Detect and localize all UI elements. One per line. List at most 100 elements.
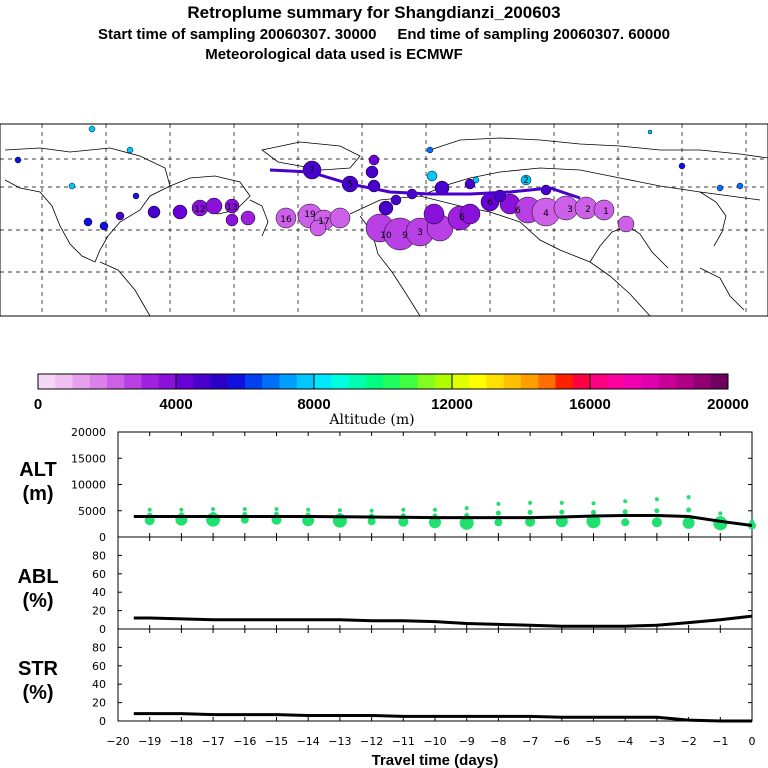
colorbar-swatch: [348, 374, 367, 389]
altitude-scatter-point: [147, 507, 152, 512]
y-tick-label: 60: [92, 568, 106, 581]
altitude-scatter-point: [654, 497, 659, 502]
plume-position-marker: [647, 129, 653, 135]
altitude-scatter-point: [686, 507, 692, 513]
colorbar-swatch: [607, 374, 625, 389]
x-tick-label: −5: [585, 735, 601, 748]
plume-position-marker: [520, 174, 532, 186]
altitude-scatter-point: [682, 516, 695, 529]
colorbar-swatch: [693, 374, 712, 389]
plume-position-marker: [426, 170, 438, 182]
plume-position-marker: [368, 154, 380, 166]
x-tick-label: −1: [712, 735, 728, 748]
series-line-abl: [133, 614, 753, 628]
y-tick-label: 80: [92, 641, 106, 654]
altitude-scatter-point: [433, 507, 437, 512]
x-tick-label: −14: [297, 735, 320, 748]
plume-day-label: 2: [585, 205, 591, 215]
altitude-scatter-point: [211, 507, 216, 512]
coastline-segment: [169, 175, 251, 215]
colorbar-tick-label: 4000: [159, 396, 192, 413]
plume-position-marker: [716, 184, 724, 192]
chart-title: Retroplume summary for Shangdianzi_20060…: [187, 3, 561, 22]
colorbar-swatch: [107, 374, 125, 389]
colorbar-swatch: [365, 374, 384, 389]
y-tick-label: 40: [92, 678, 106, 691]
colorbar-swatch: [210, 374, 229, 389]
x-tick-label: −10: [423, 735, 446, 748]
time-series-panels: ALT(m)20000150001000050000ABL(%)80604020…: [17, 426, 756, 768]
plume-position-marker: [172, 204, 188, 220]
x-tick-label: −20: [106, 735, 129, 748]
panel-frame: [117, 536, 753, 630]
coastline-segment: [249, 199, 269, 237]
y-tick-label: 0: [99, 623, 106, 636]
altitude-scatter-point: [401, 507, 406, 512]
colorbar-swatch: [141, 374, 160, 389]
altitude-scatter-point: [654, 508, 660, 514]
altitude-scatter-point: [496, 501, 501, 506]
plume-day-label: 6: [487, 198, 493, 208]
plume-day-label: 4: [543, 209, 549, 219]
plume-centroid-track: [269, 168, 581, 200]
colorbar-tick-label: 0: [34, 396, 42, 413]
plume-position-marker: [132, 192, 140, 200]
meteo-data-line: Meteorological data used is ECMWF: [205, 46, 463, 63]
colorbar-swatch: [659, 374, 677, 389]
colorbar-tick-label: 20000: [707, 396, 749, 413]
plume-position-marker: [459, 203, 481, 225]
plume-position-marker: [224, 198, 240, 214]
panel-label-name: ALT: [19, 459, 56, 481]
colorbar-swatch: [124, 374, 142, 389]
sampling-time-line: Start time of sampling 20060307. 30000 E…: [98, 26, 670, 43]
colorbar-swatch: [38, 374, 56, 389]
altitude-scatter-point: [274, 507, 279, 512]
altitude-scatter-point: [369, 508, 374, 513]
y-tick-label: 80: [92, 549, 106, 562]
colorbar-swatch: [486, 374, 505, 389]
x-tick-label: −16: [233, 735, 256, 748]
coastline-segment: [4, 147, 171, 263]
altitude-scatter-point: [527, 509, 533, 515]
plume-position-marker: [617, 215, 635, 233]
altitude-scatter-point: [586, 514, 601, 529]
plume-track: [14, 125, 744, 251]
coastline-segment: [419, 167, 761, 201]
plume-position-marker: [464, 178, 476, 190]
altitude-scatter-point: [459, 515, 474, 530]
plume-day-label: 1: [603, 207, 609, 217]
plume-position-marker: [88, 125, 96, 133]
colorbar-swatch: [434, 374, 453, 389]
altitude-scatter-point: [591, 509, 596, 515]
colorbar-swatch: [158, 374, 177, 389]
plume-day-label: 3: [417, 228, 423, 238]
x-tick-label: −19: [138, 735, 161, 748]
x-tick-label: −11: [392, 735, 415, 748]
plume-position-marker: [472, 176, 480, 184]
x-tick-label: −12: [360, 735, 383, 748]
plume-position-marker: [240, 210, 256, 226]
plume-position-marker: [378, 200, 394, 216]
altitude-scatter-point: [718, 511, 723, 516]
coastline-segment: [261, 141, 361, 171]
plume-position-marker: [275, 207, 297, 229]
colorbar-swatch: [72, 374, 91, 389]
colorbar-swatch: [555, 374, 574, 389]
colorbar-swatch: [572, 374, 591, 389]
altitude-scatter-point: [528, 500, 533, 505]
plume-day-label: 9: [402, 231, 408, 241]
panel-alt: ALT(m) 20000 15000 10000 5000 0: [19, 426, 756, 544]
x-tick-label: −7: [522, 735, 538, 748]
plume-day-label: 3: [567, 205, 573, 215]
colorbar-tick-label: 12000: [431, 396, 473, 413]
y-tick-label: 20: [92, 697, 106, 710]
y-tick-label: 10000: [71, 479, 106, 492]
colorbar-swatch: [314, 374, 332, 389]
colorbar-swatch: [452, 374, 470, 389]
x-axis-label: Travel time (days): [372, 752, 499, 768]
altitude-scatter-point: [367, 517, 376, 526]
x-tick-label: −6: [554, 735, 570, 748]
plume-position-marker: [426, 146, 434, 154]
